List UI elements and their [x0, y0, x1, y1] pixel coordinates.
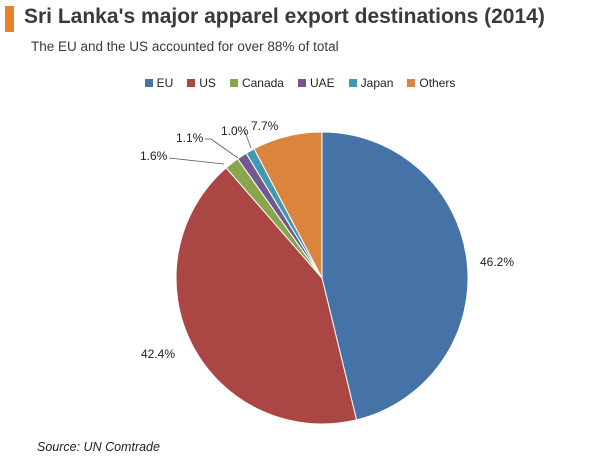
legend-item-us: US — [187, 76, 216, 90]
leader-line-canada — [168, 157, 225, 165]
chart-title: Sri Lanka's major apparel export destina… — [24, 5, 545, 28]
legend-swatch-others — [407, 79, 416, 87]
legend-swatch-us — [187, 79, 196, 87]
legend-label-japan: Japan — [360, 76, 394, 90]
leader-line-uae — [205, 138, 239, 159]
legend-label-others: Others — [419, 76, 456, 90]
legend-swatch-eu — [144, 79, 153, 87]
legend-item-eu: EU — [144, 76, 174, 90]
legend-item-japan: Japan — [348, 76, 394, 90]
legend-label-canada: Canada — [241, 76, 284, 90]
source-note: Source: UN Comtrade — [37, 440, 160, 454]
data-label-us: 42.4% — [141, 347, 175, 361]
legend-label-uae: UAE — [309, 76, 335, 90]
chart-subtitle: The EU and the US accounted for over 88%… — [31, 39, 339, 54]
data-label-eu: 46.2% — [480, 255, 514, 269]
legend-label-us: US — [199, 76, 216, 90]
pie-slice-eu — [321, 131, 469, 421]
title-accent-bar — [5, 6, 14, 32]
legend-label-eu: EU — [156, 76, 174, 90]
pie-slice-us — [175, 167, 358, 425]
legend-swatch-japan — [348, 79, 357, 87]
legend-item-uae: UAE — [297, 76, 335, 90]
data-label-canada: 1.6% — [140, 149, 168, 163]
chart-legend: EU US Canada UAE Japan Others — [0, 76, 600, 90]
legend-item-others: Others — [407, 76, 455, 90]
data-label-uae: 1.1% — [176, 131, 204, 145]
pie-slice-others — [253, 131, 323, 279]
legend-swatch-uae — [297, 79, 306, 87]
legend-item-canada: Canada — [229, 76, 284, 90]
leader-line-japan — [244, 131, 252, 149]
data-label-others: 7.7% — [251, 119, 279, 133]
data-label-japan: 1.0% — [221, 124, 249, 138]
legend-swatch-canada — [229, 79, 238, 87]
